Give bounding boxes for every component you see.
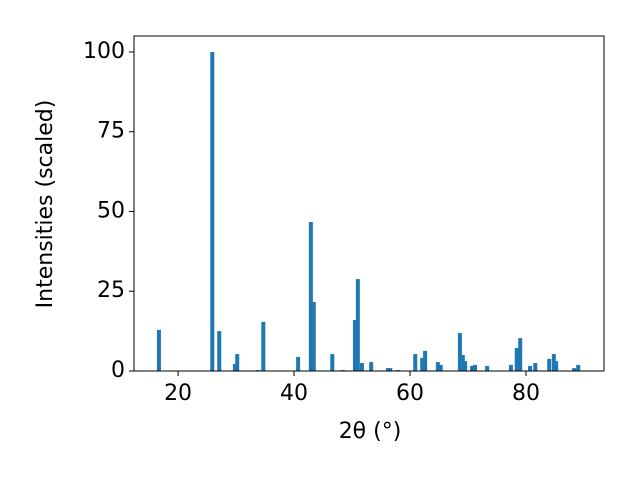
bar [533, 363, 538, 371]
x-tick-label: 20 [164, 381, 192, 406]
bar [296, 356, 301, 371]
bar [435, 362, 440, 371]
bar [352, 319, 357, 371]
bar [423, 350, 428, 371]
bar [551, 354, 556, 371]
bar [528, 365, 533, 371]
bar [308, 222, 313, 371]
bar [210, 51, 215, 371]
bar [217, 331, 222, 371]
bar [572, 368, 577, 371]
bar [460, 355, 465, 371]
bar [359, 363, 364, 371]
bar [261, 321, 266, 371]
bar [235, 354, 240, 371]
x-tick-label: 80 [512, 381, 540, 406]
bar [355, 279, 360, 371]
bar [470, 365, 475, 371]
bar [554, 361, 559, 371]
x-axis-label: 2θ (°) [339, 419, 402, 444]
y-tick-label: 100 [83, 39, 125, 64]
y-axis-label: Intensities (scaled) [33, 100, 58, 309]
bar [463, 361, 468, 371]
bar [514, 348, 519, 371]
bar [518, 338, 523, 371]
bar [438, 364, 443, 371]
bar [485, 365, 490, 371]
y-tick-label: 75 [97, 119, 125, 144]
bar [413, 354, 418, 371]
bar [156, 329, 161, 371]
bar [388, 368, 393, 371]
y-tick-label: 25 [97, 278, 125, 303]
x-tick-label: 40 [280, 381, 308, 406]
bar [508, 364, 513, 371]
bar [457, 333, 462, 371]
y-tick-label: 0 [111, 358, 125, 383]
bar [547, 358, 552, 371]
bar [330, 354, 335, 371]
bar [472, 364, 477, 371]
bar [420, 357, 425, 371]
bar [311, 302, 316, 371]
y-tick-label: 50 [97, 198, 125, 223]
plot-frame [133, 35, 605, 372]
bar [576, 364, 581, 371]
x-tick-label: 60 [396, 381, 424, 406]
bar [385, 368, 390, 371]
bar [369, 362, 374, 371]
bar [232, 363, 237, 371]
